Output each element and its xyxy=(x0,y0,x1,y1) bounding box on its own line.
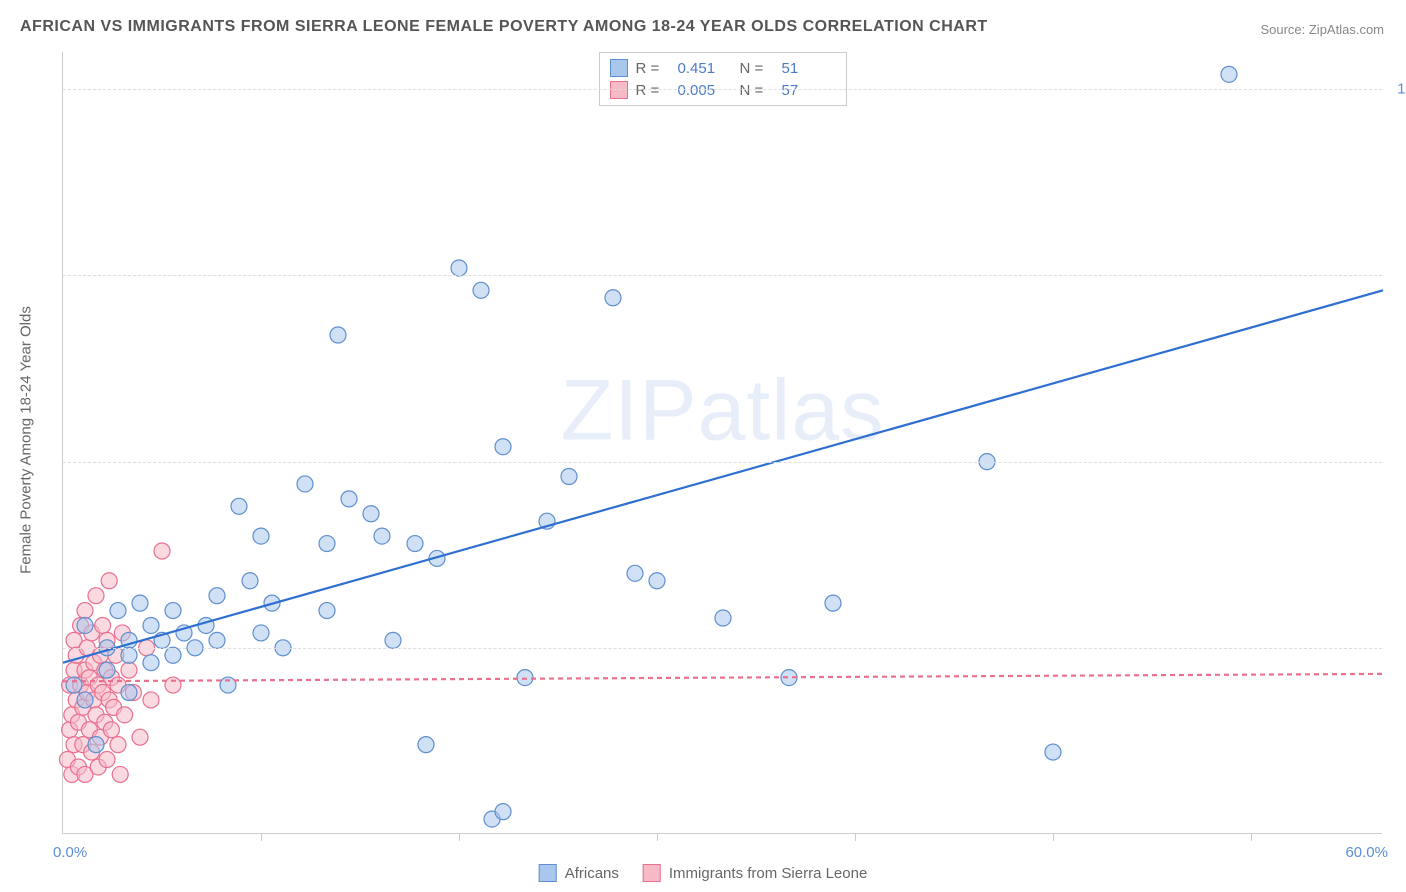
data-point xyxy=(253,625,269,641)
data-point xyxy=(165,603,181,619)
legend-swatch xyxy=(539,864,557,882)
data-point xyxy=(154,543,170,559)
data-point xyxy=(88,588,104,604)
data-point xyxy=(319,536,335,552)
x-tick xyxy=(261,833,262,841)
legend-correlation: R =0.451N =51R =0.005N =57 xyxy=(599,52,847,106)
gridline-horizontal xyxy=(63,462,1382,463)
data-point xyxy=(825,595,841,611)
data-point xyxy=(88,737,104,753)
y-tick-label: 100.0% xyxy=(1397,81,1406,98)
data-point xyxy=(330,327,346,343)
scatter-plot xyxy=(63,52,1382,833)
data-point xyxy=(407,536,423,552)
y-axis-label: Female Poverty Among 18-24 Year Olds xyxy=(18,306,35,574)
data-point xyxy=(143,692,159,708)
source-label: Source: ZipAtlas.com xyxy=(1260,22,1384,37)
data-point xyxy=(103,722,119,738)
data-point xyxy=(101,573,117,589)
legend-swatch xyxy=(610,59,628,77)
data-point xyxy=(77,603,93,619)
legend-n-label: N = xyxy=(740,60,774,77)
data-point xyxy=(605,290,621,306)
data-point xyxy=(627,565,643,581)
data-point xyxy=(143,617,159,633)
data-point xyxy=(112,766,128,782)
legend-r-value: 0.451 xyxy=(678,60,732,77)
gridline-horizontal xyxy=(63,275,1382,276)
data-point xyxy=(495,804,511,820)
data-point xyxy=(121,684,137,700)
data-point xyxy=(132,595,148,611)
data-point xyxy=(77,617,93,633)
data-point xyxy=(253,528,269,544)
chart-title: AFRICAN VS IMMIGRANTS FROM SIERRA LEONE … xyxy=(20,18,988,36)
legend-series-item: Africans xyxy=(539,864,619,882)
data-point xyxy=(77,692,93,708)
axis-origin-label: 0.0% xyxy=(53,844,87,861)
chart-area: ZIPatlas R =0.451N =51R =0.005N =57 0.0%… xyxy=(62,52,1382,834)
data-point xyxy=(451,260,467,276)
trend-line xyxy=(63,290,1383,662)
x-tick xyxy=(657,833,658,841)
data-point xyxy=(517,670,533,686)
data-point xyxy=(418,737,434,753)
data-point xyxy=(95,617,111,633)
legend-correlation-row: R = 0.451 N = 51 xyxy=(610,57,836,79)
data-point xyxy=(209,632,225,648)
legend-series-label: Immigrants from Sierra Leone xyxy=(669,865,867,882)
data-point xyxy=(66,677,82,693)
data-point xyxy=(99,752,115,768)
x-tick xyxy=(459,833,460,841)
legend-series-label: Africans xyxy=(565,865,619,882)
data-point xyxy=(649,573,665,589)
data-point xyxy=(297,476,313,492)
data-point xyxy=(143,655,159,671)
gridline-horizontal xyxy=(63,648,1382,649)
legend-swatch xyxy=(643,864,661,882)
data-point xyxy=(99,662,115,678)
data-point xyxy=(165,647,181,663)
data-point xyxy=(1045,744,1061,760)
data-point xyxy=(110,603,126,619)
gridline-horizontal xyxy=(63,89,1382,90)
data-point xyxy=(715,610,731,626)
data-point xyxy=(121,647,137,663)
data-point xyxy=(117,707,133,723)
data-point xyxy=(495,439,511,455)
x-tick xyxy=(855,833,856,841)
trend-line xyxy=(63,674,1383,681)
data-point xyxy=(132,729,148,745)
legend-series: Africans Immigrants from Sierra Leone xyxy=(539,864,868,882)
data-point xyxy=(363,506,379,522)
data-point xyxy=(165,677,181,693)
data-point xyxy=(1221,66,1237,82)
data-point xyxy=(209,588,225,604)
data-point xyxy=(242,573,258,589)
axis-xmax-label: 60.0% xyxy=(1345,844,1388,861)
data-point xyxy=(319,603,335,619)
data-point xyxy=(110,737,126,753)
data-point xyxy=(374,528,390,544)
legend-n-value: 51 xyxy=(782,60,836,77)
legend-series-item: Immigrants from Sierra Leone xyxy=(643,864,867,882)
data-point xyxy=(561,469,577,485)
data-point xyxy=(121,662,137,678)
data-point xyxy=(473,282,489,298)
data-point xyxy=(231,498,247,514)
legend-r-label: R = xyxy=(636,60,670,77)
data-point xyxy=(341,491,357,507)
x-tick xyxy=(1053,833,1054,841)
data-point xyxy=(385,632,401,648)
x-tick xyxy=(1251,833,1252,841)
